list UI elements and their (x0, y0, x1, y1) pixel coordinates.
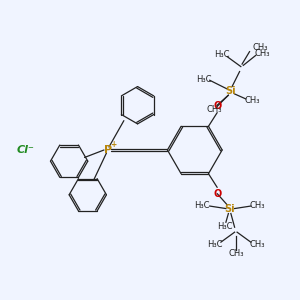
Text: H₃C: H₃C (207, 240, 223, 249)
Text: CH₃: CH₃ (254, 49, 270, 58)
Text: CH₃: CH₃ (228, 249, 244, 258)
Text: CH₃: CH₃ (244, 96, 260, 105)
Text: O: O (213, 101, 221, 111)
Text: H₃C: H₃C (196, 74, 211, 83)
Text: P: P (103, 145, 112, 155)
Text: CH₃: CH₃ (207, 105, 222, 114)
Text: Cl⁻: Cl⁻ (16, 145, 34, 155)
Text: H₃C: H₃C (217, 222, 233, 231)
Text: Si: Si (224, 203, 235, 214)
Text: +: + (110, 140, 116, 149)
Text: Si: Si (226, 86, 236, 97)
Text: CH₃: CH₃ (249, 240, 265, 249)
Text: CH₃: CH₃ (252, 43, 268, 52)
Text: O: O (213, 189, 221, 199)
Text: H₃C: H₃C (214, 50, 230, 58)
Text: CH₃: CH₃ (250, 201, 265, 210)
Text: H₃C: H₃C (194, 201, 210, 210)
